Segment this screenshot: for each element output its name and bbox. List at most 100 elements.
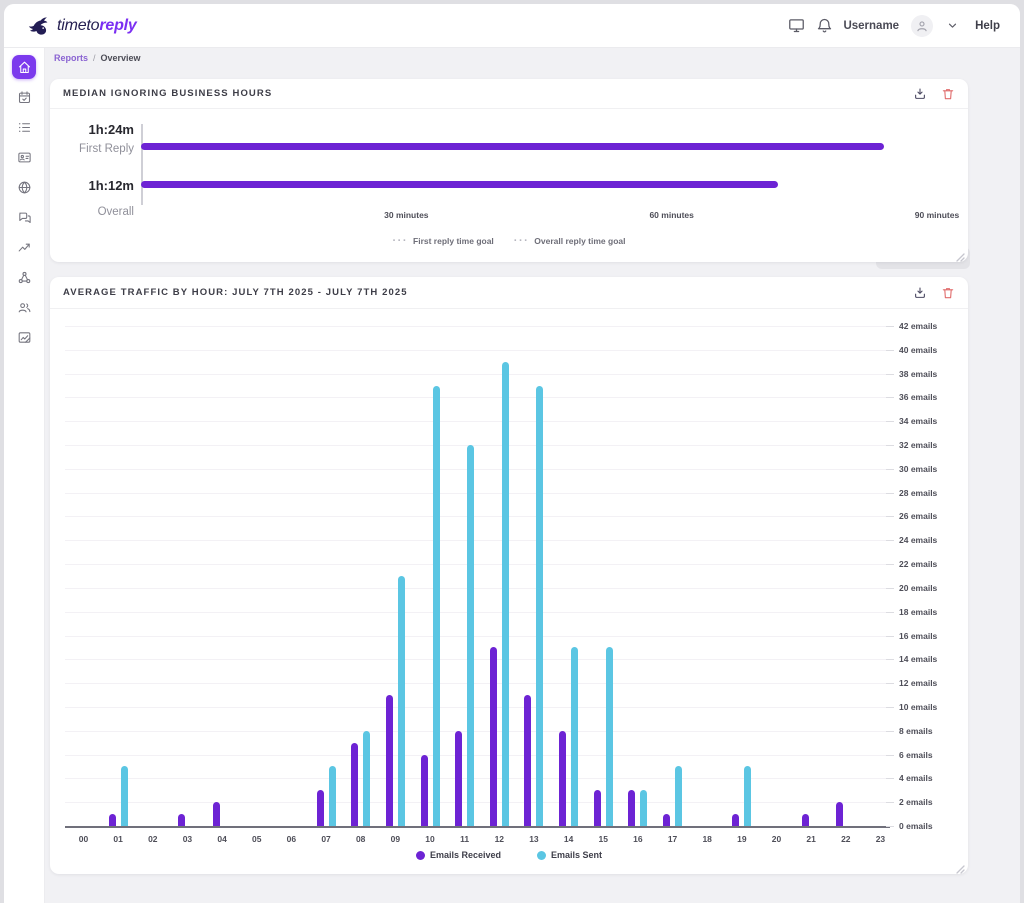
y-tick-mark [886,731,894,732]
y-tick-label: 42 emails [899,321,937,331]
sidebar-item-globe[interactable] [12,175,36,199]
received-bar-08[interactable] [351,743,358,826]
x-tick-label: 05 [242,834,272,844]
resize-handle-icon[interactable] [955,249,965,259]
gridline [65,588,890,589]
median-bar-first-reply[interactable] [141,143,884,150]
received-bar-13[interactable] [524,695,531,826]
y-axis-line [141,124,143,205]
x-tick-label: 11 [450,834,480,844]
received-bar-15[interactable] [594,790,601,826]
report-image-icon [17,330,32,345]
x-tick-label: 23 [865,834,895,844]
y-tick-mark [886,421,894,422]
received-bar-14[interactable] [559,731,566,826]
y-tick-label: 14 emails [899,654,937,664]
legend-item[interactable]: ···First reply time goal [393,236,494,246]
y-tick-label: 26 emails [899,511,937,521]
gridline [65,493,890,494]
gridline [65,778,890,779]
sent-bar-09[interactable] [398,576,405,826]
y-tick-label: 32 emails [899,440,937,450]
sent-bar-11[interactable] [467,445,474,826]
sent-bar-17[interactable] [675,766,682,826]
bell-icon[interactable] [815,17,833,35]
x-tick-label: 03 [172,834,202,844]
legend-label: Overall reply time goal [534,236,625,246]
rabbit-logo-icon [24,16,50,36]
received-bar-21[interactable] [802,814,809,826]
breadcrumb-reports-link[interactable]: Reports [54,53,88,63]
x-tick-label: 07 [311,834,341,844]
gridline [65,397,890,398]
y-tick-label: 38 emails [899,369,937,379]
received-bar-10[interactable] [421,755,428,826]
median-reply-time-card: MEDIAN IGNORING BUSINESS HOURS 1h:24mFir… [50,79,968,262]
received-bar-17[interactable] [663,814,670,826]
received-bar-19[interactable] [732,814,739,826]
sent-bar-01[interactable] [121,766,128,826]
sidebar-item-home[interactable] [12,55,36,79]
app-window: timetoreply Username Help Reports / Over… [4,4,1020,903]
sent-bar-08[interactable] [363,731,370,826]
received-bar-22[interactable] [836,802,843,826]
x-tick-label: 19 [727,834,757,844]
received-bar-01[interactable] [109,814,116,826]
gridline [65,755,890,756]
received-bar-04[interactable] [213,802,220,826]
sent-bar-19[interactable] [744,766,751,826]
sent-bar-10[interactable] [433,386,440,826]
sidebar-item-list[interactable] [12,115,36,139]
users-icon [17,300,32,315]
gridline [65,421,890,422]
sidebar-item-chat[interactable] [12,205,36,229]
sent-bar-14[interactable] [571,647,578,826]
sent-bar-07[interactable] [329,766,336,826]
sidebar-item-users[interactable] [12,295,36,319]
gridline [65,731,890,732]
sent-bar-12[interactable] [502,362,509,826]
sent-bar-13[interactable] [536,386,543,826]
sidebar-item-id-card[interactable] [12,145,36,169]
resize-handle-icon[interactable] [955,861,965,871]
legend-item[interactable]: ···Overall reply time goal [514,236,626,246]
share-network-icon [17,270,32,285]
brand-logo[interactable]: timetoreply [24,16,137,36]
help-link[interactable]: Help [975,20,1000,32]
legend-item[interactable]: Emails Sent [537,850,602,860]
avatar[interactable] [911,15,933,37]
sidebar-item-trend[interactable] [12,235,36,259]
y-tick-label: 18 emails [899,607,937,617]
y-tick-mark [886,826,894,827]
received-bar-07[interactable] [317,790,324,826]
y-tick-label: 10 emails [899,702,937,712]
received-bar-09[interactable] [386,695,393,826]
received-bar-03[interactable] [178,814,185,826]
sent-bar-16[interactable] [640,790,647,826]
received-bar-16[interactable] [628,790,635,826]
median-bar-overall[interactable] [141,181,778,188]
gridline [65,469,890,470]
received-bar-12[interactable] [490,647,497,826]
legend-item[interactable]: Emails Received [416,850,501,860]
sent-bar-15[interactable] [606,647,613,826]
monitor-icon[interactable] [787,17,805,35]
y-tick-mark [886,564,894,565]
chevron-down-icon[interactable] [943,17,961,35]
y-tick-label: 24 emails [899,535,937,545]
gridline [65,636,890,637]
delete-icon[interactable] [940,86,955,101]
sidebar-item-calendar-check[interactable] [12,85,36,109]
download-icon[interactable] [912,86,927,101]
y-tick-label: 6 emails [899,750,933,760]
received-bar-11[interactable] [455,731,462,826]
y-tick-mark [886,540,894,541]
y-tick-label: 40 emails [899,345,937,355]
y-tick-label: 30 emails [899,464,937,474]
gridline [65,445,890,446]
username-label[interactable]: Username [843,20,899,32]
sidebar-item-share-network[interactable] [12,265,36,289]
sidebar-item-report-image[interactable] [12,325,36,349]
home-icon [17,60,32,75]
x-axis-tick: 60 minutes [632,210,712,220]
